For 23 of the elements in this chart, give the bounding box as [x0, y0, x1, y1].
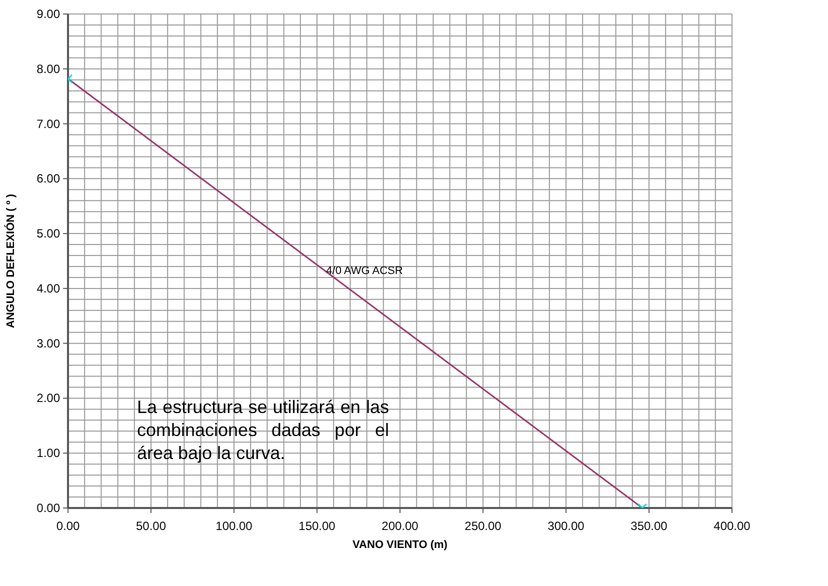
x-tick-label: 400.00	[714, 519, 751, 533]
x-tick-label: 350.00	[630, 519, 668, 533]
y-tick-label: 1.00	[36, 446, 60, 460]
x-tick-label: 50.00	[136, 519, 166, 533]
annotation: La estructura se utilizará en las combinaciones dadas por el área bajo la curva.	[137, 396, 389, 465]
x-tick-label: 200.00	[382, 519, 419, 533]
x-tick-label: 150.00	[298, 519, 336, 533]
y-tick-label: 8.00	[36, 62, 60, 76]
y-tick-label: 0.00	[36, 501, 60, 515]
x-tick-label: 300.00	[548, 519, 585, 533]
y-axis-title: ANGULO DEFLEXIÓN ( º )	[4, 194, 17, 328]
y-tick-label: 7.00	[36, 116, 60, 131]
y-tick-label: 9.00	[36, 7, 60, 21]
y-tick-label: 6.00	[36, 172, 60, 186]
series-label: 4/0 AWG ACSR	[326, 265, 403, 278]
x-tick-label: 0.00	[56, 519, 80, 533]
y-tick-label: 5.00	[36, 226, 60, 241]
y-tick-label: 3.00	[36, 336, 60, 350]
x-axis-title: VANO VIENTO (m)	[352, 539, 448, 551]
x-tick-label: 250.00	[464, 519, 502, 533]
y-tick-label: 2.00	[36, 391, 60, 406]
x-tick-label: 100.00	[216, 519, 253, 533]
y-tick-label: 4.00	[36, 281, 60, 296]
